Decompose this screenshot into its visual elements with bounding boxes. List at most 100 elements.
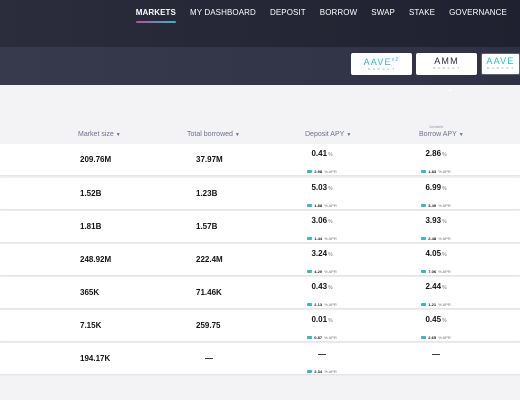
nav-deposit[interactable]: DEPOSIT [269, 8, 306, 17]
header-total-borrowed[interactable]: Total borrowed ▼ [187, 131, 240, 138]
deposit-apy-cell: 3.06% 1.44% APR [292, 216, 352, 245]
market-caption: M A R K E T [367, 67, 396, 71]
aave-market-button[interactable]: AAVE M A R K E T [481, 53, 520, 75]
apr-reward-badge: 2.34% APR [307, 369, 337, 374]
reward-token-icon [307, 270, 313, 273]
table-row[interactable]: 1.52B 1.23B 5.03% 1.88% APR 6.99% 3.49% APR [0, 178, 520, 209]
apr-label: % APR [324, 269, 337, 274]
market-size-value: 1.52B [80, 189, 102, 198]
top-navigation-bar: MARKETS MY DASHBOARD DEPOSIT BORROW SWAP… [0, 0, 520, 47]
header-borrow-variable: Variable [429, 124, 444, 129]
table-row[interactable]: 209.76M 37.97M 0.41% 2.98% APR 2.86% 1.83% AP… [0, 144, 520, 175]
apy-value: 6.99 [425, 183, 442, 192]
deposit-apy-cell: 0.43% 2.13% APR [292, 282, 352, 311]
aave-v2-logo: AAVEv2 [363, 57, 400, 67]
sort-arrow-icon: ▼ [234, 132, 240, 138]
amm-market-button[interactable]: AMM M A R K E T [416, 53, 477, 75]
percent-sign: % [328, 252, 333, 258]
total-borrowed-value: 71.46K [196, 288, 222, 297]
total-borrowed-value: 1.23B [196, 189, 218, 198]
reward-token-icon [421, 170, 427, 173]
nav-markets[interactable]: MARKETS [129, 8, 183, 23]
apy-value: 3.93 [425, 216, 442, 225]
apr-reward-badge: 0.87% APR [307, 335, 337, 340]
apr-label: % APR [438, 335, 451, 340]
apr-value: 2.65 [428, 335, 437, 340]
apr-reward-badge: 2.13% APR [307, 302, 337, 307]
total-borrowed-value: 222.4M [196, 255, 223, 264]
apy-value: 3.06 [311, 216, 328, 225]
apr-label: % APR [438, 169, 451, 174]
apr-reward-badge: 1.21% APR [421, 302, 451, 307]
market-size-value: 7.15K [80, 321, 102, 330]
market-size-value: 248.92M [80, 255, 112, 264]
reward-token-icon [307, 170, 313, 173]
market-size-value: 194.17K [80, 354, 111, 363]
table-row[interactable]: 365K 71.46K 0.43% 2.13% APR 2.44% 1.21% APR [0, 277, 520, 308]
apy-value: 0.41 [311, 149, 328, 158]
reward-token-icon [421, 237, 427, 240]
amm-logo: AMM [434, 56, 459, 66]
apr-reward-badge: 1.83% APR [421, 169, 451, 174]
deposit-apy-cell: 3.24% 4.20% APR [292, 249, 352, 278]
deposit-apy-cell: 5.03% 1.88% APR [292, 183, 352, 212]
apr-value: 7.06 [428, 269, 437, 274]
reward-token-icon [307, 204, 313, 207]
percent-sign: % [442, 285, 447, 291]
apr-value: 2.34 [314, 369, 323, 374]
main-nav: MARKETS MY DASHBOARD DEPOSIT BORROW SWAP… [129, 8, 514, 23]
apr-reward-badge: 4.20% APR [307, 269, 337, 274]
nav-stake[interactable]: STAKE [408, 8, 436, 17]
percent-sign: % [442, 318, 447, 324]
percent-sign: % [442, 219, 447, 225]
header-borrow-apy[interactable]: Borrow APY ▼ [419, 131, 464, 138]
apr-value: 1.21 [428, 302, 437, 307]
table-row[interactable]: 248.92M 222.4M 3.24% 4.20% APR 4.05% 7.06% AP… [0, 244, 520, 275]
header-market-size[interactable]: Market size ▼ [78, 131, 121, 138]
apy-value: — [318, 350, 326, 359]
nav-borrow[interactable]: BORROW [319, 8, 358, 17]
apr-label: % APR [324, 369, 337, 374]
table-row[interactable]: 1.81B 1.57B 3.06% 1.44% APR 3.93% 2.48% APR [0, 211, 520, 242]
apr-value: 2.98 [314, 169, 323, 174]
apr-label: % APR [324, 302, 337, 307]
apy-value: 4.05 [425, 249, 442, 258]
percent-sign: % [442, 186, 447, 192]
apr-reward-badge: 2.48% APR [421, 236, 451, 241]
cursor-dot [449, 89, 451, 91]
apr-reward-badge: 1.88% APR [307, 203, 337, 208]
nav-my-dashboard[interactable]: MY DASHBOARD [189, 8, 256, 17]
nav-governance[interactable]: GOVERNANCE [449, 8, 507, 17]
apr-value: 3.49 [428, 203, 437, 208]
percent-sign: % [328, 152, 333, 158]
market-caption: M A R K E T [432, 66, 461, 70]
borrow-apy-cell: 2.86% 1.83% APR [406, 149, 466, 178]
aave-v2-market-button[interactable]: AAVEv2 M A R K E T [351, 53, 412, 75]
percent-sign: % [328, 285, 333, 291]
percent-sign: % [328, 219, 333, 225]
table-row[interactable]: 194.17K — — 2.34% APR — [0, 343, 520, 374]
deposit-apy-cell: 0.41% 2.98% APR [292, 149, 352, 178]
table-row[interactable]: 7.15K 259.75 0.01% 0.87% APR 0.45% 2.65% APR [0, 310, 520, 341]
total-borrowed-value: 259.75 [196, 321, 221, 330]
deposit-apy-cell: — 2.34% APR [292, 350, 352, 378]
reward-token-icon [421, 270, 427, 273]
apr-label: % APR [438, 302, 451, 307]
apy-value: 0.01 [311, 315, 328, 324]
sort-arrow-icon: ▼ [346, 132, 352, 138]
total-borrowed-value: — [205, 354, 213, 363]
apy-value: 2.86 [425, 149, 442, 158]
apr-value: 4.20 [314, 269, 323, 274]
reward-token-icon [307, 237, 313, 240]
apy-value: 2.44 [425, 282, 442, 291]
market-caption: M A R K E T [486, 66, 515, 70]
market-size-value: 1.81B [80, 222, 102, 231]
apr-reward-badge: 3.49% APR [421, 203, 451, 208]
borrow-apy-cell: — [406, 350, 466, 360]
nav-swap[interactable]: SWAP [371, 8, 395, 17]
reward-token-icon [307, 303, 313, 306]
header-deposit-apy[interactable]: Deposit APY ▼ [305, 131, 352, 138]
market-size-value: 365K [80, 288, 100, 297]
borrow-apy-cell: 6.99% 3.49% APR [406, 183, 466, 212]
apr-value: 1.44 [314, 236, 323, 241]
